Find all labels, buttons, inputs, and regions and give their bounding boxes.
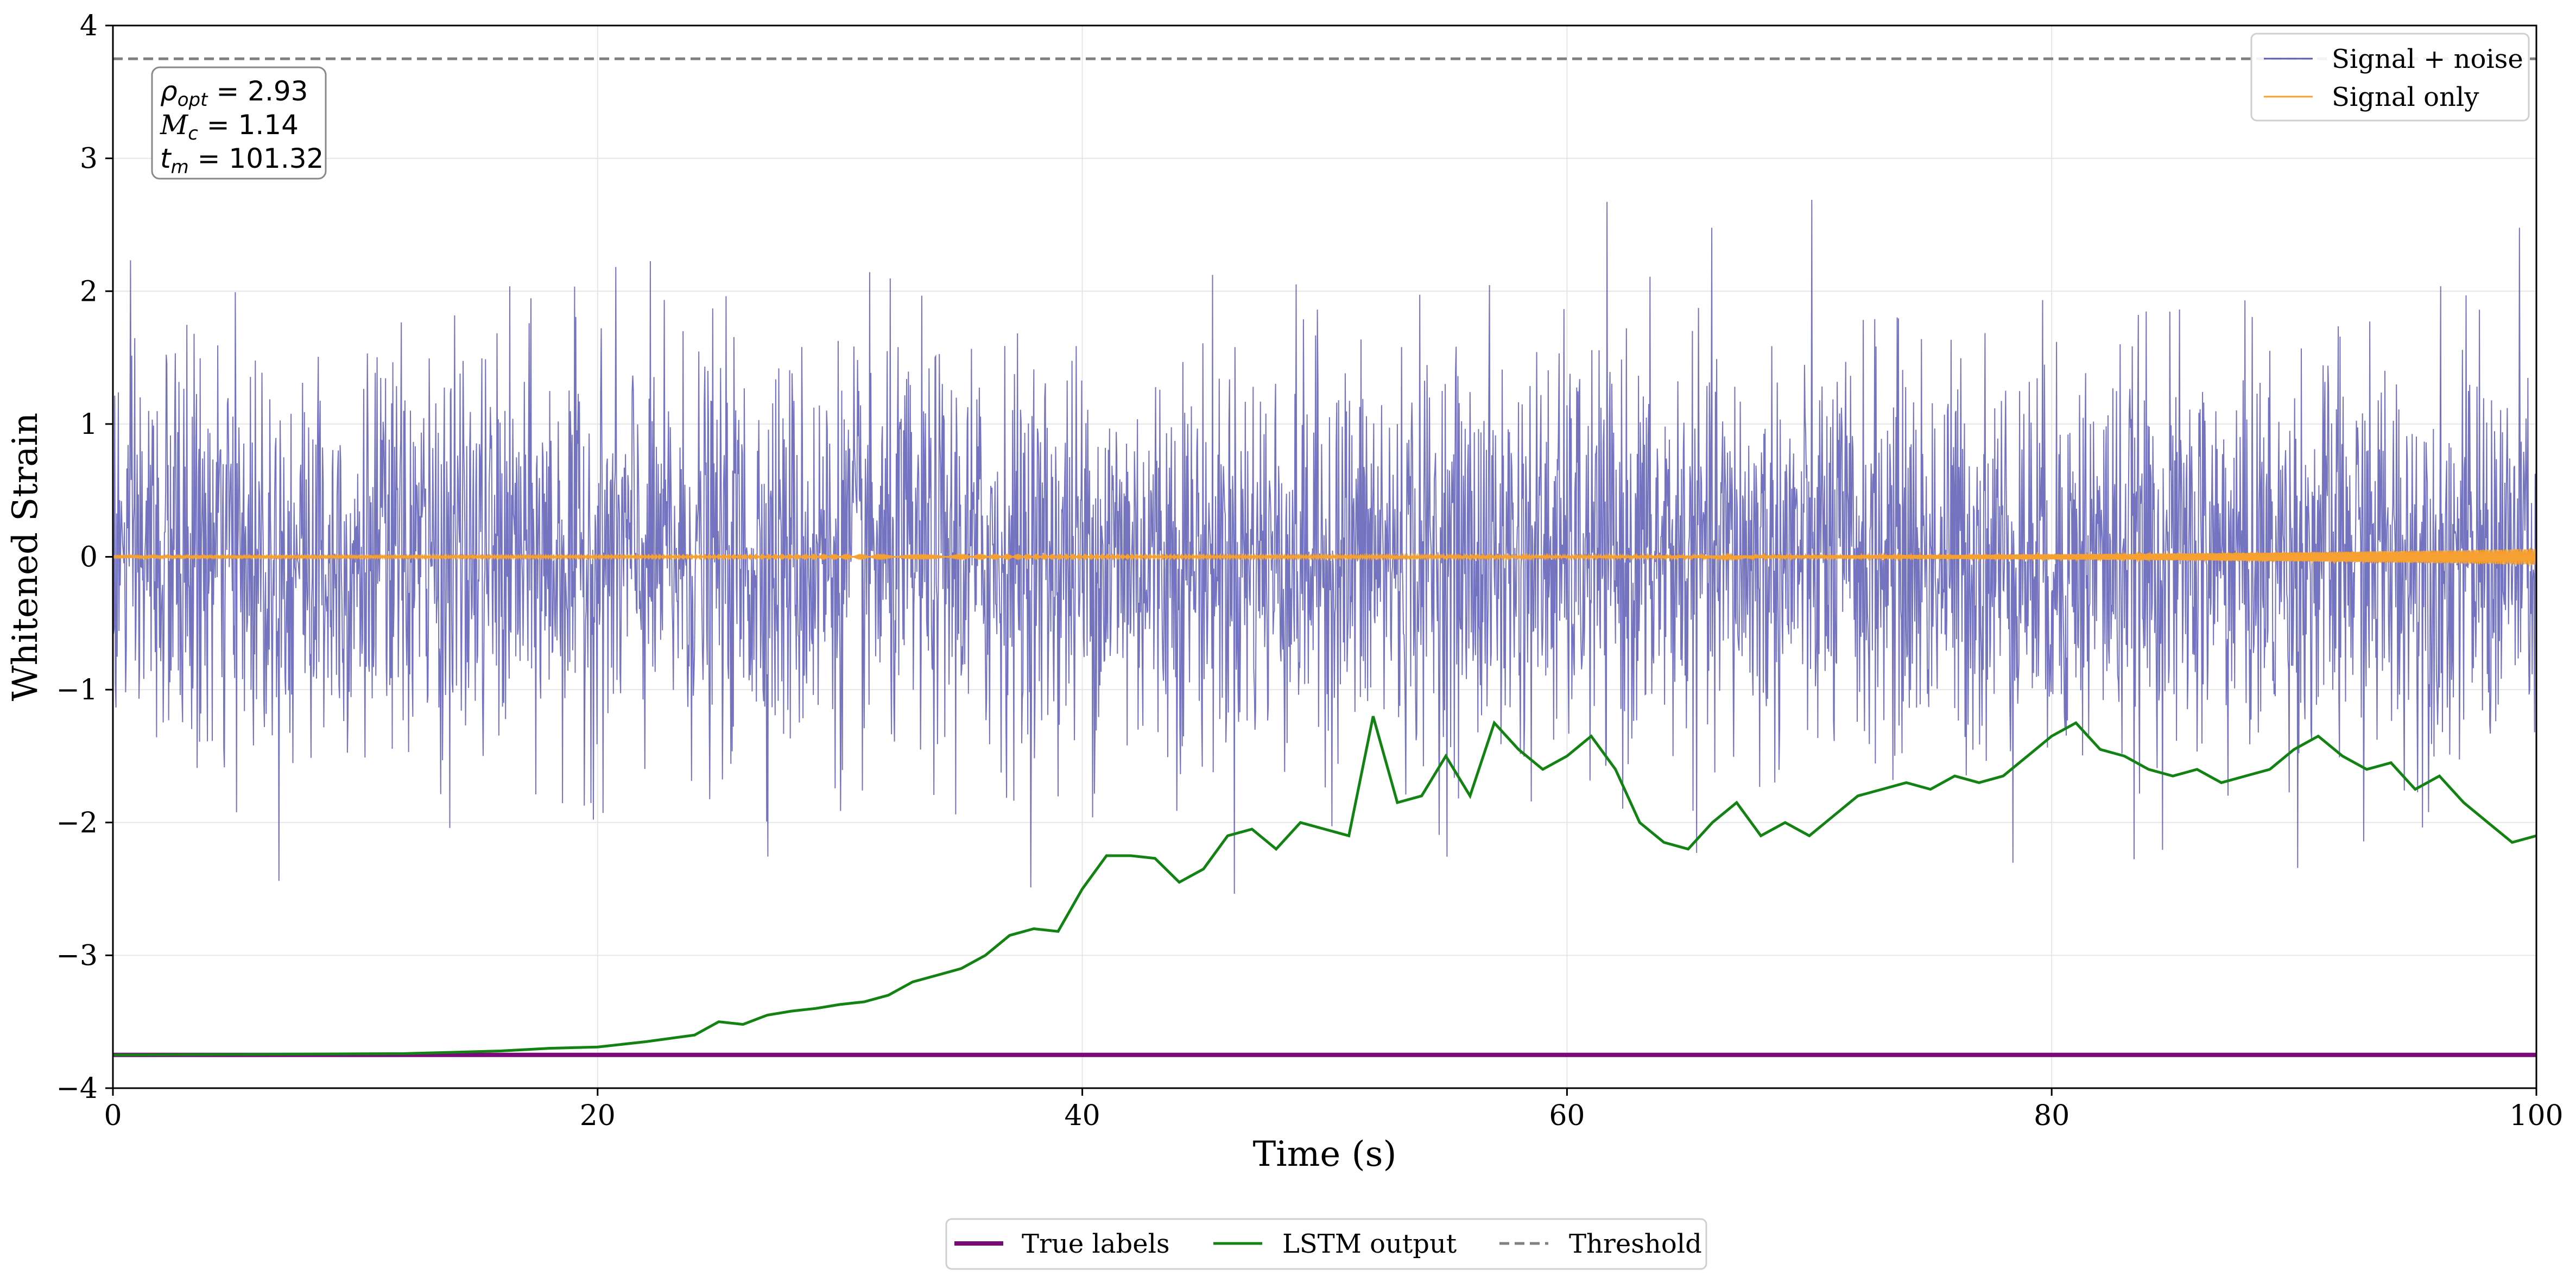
- x-tick-label: 60: [1549, 1100, 1585, 1132]
- y-tick-label: 0: [80, 541, 98, 574]
- x-tick-label: 100: [2509, 1100, 2563, 1132]
- legend-label-signal-noise: Signal + noise: [2332, 44, 2523, 74]
- y-tick-label: −3: [56, 939, 98, 972]
- x-tick-label: 20: [580, 1100, 616, 1132]
- x-tick-label: 40: [1065, 1100, 1100, 1132]
- info-box: ρopt = 2.93 Mc = 1.14 tm = 101.32: [151, 66, 327, 180]
- lower-legend: True labels LSTM output Threshold: [945, 1218, 1707, 1270]
- info-rho: ρopt = 2.93: [160, 75, 308, 111]
- y-tick-label: −1: [56, 674, 98, 706]
- y-tick-label: 1: [80, 408, 98, 441]
- lstm-output-line: [112, 716, 2537, 1057]
- y-axis-label: Whitened Strain: [5, 413, 46, 701]
- info-rho-value: 2.93: [248, 75, 308, 107]
- y-tick-label: 3: [80, 143, 98, 175]
- signal-plus-noise-line: [112, 199, 2537, 894]
- x-tick-label: 80: [2034, 1100, 2069, 1132]
- info-mc: Mc = 1.14: [160, 109, 299, 144]
- x-axis-label: Time (s): [1253, 1134, 1397, 1174]
- series-signal-plus-noise: [112, 199, 2537, 894]
- info-tm: tm = 101.32: [160, 143, 324, 178]
- info-tm-value: 101.32: [229, 143, 324, 174]
- info-box-frame: [151, 66, 327, 180]
- axis-ticks: 0 20 40 60 80 100 −4 −3 −2 −1 0 1 2 3 4: [56, 10, 2563, 1132]
- legend-label-lstm: LSTM output: [1282, 1229, 1457, 1259]
- signal-only-line: [112, 547, 2537, 567]
- legend-label-true-labels: True labels: [1022, 1229, 1170, 1259]
- legend-label-signal-only: Signal only: [2332, 82, 2479, 112]
- upper-legend: Signal + noise Signal only: [2250, 33, 2530, 122]
- y-tick-label: 2: [80, 275, 98, 308]
- series-signal-only: [112, 547, 2537, 567]
- x-tick-label: 0: [104, 1100, 122, 1132]
- info-mc-value: 1.14: [238, 109, 299, 141]
- y-tick-label: −2: [56, 807, 98, 839]
- y-tick-label: −4: [56, 1072, 98, 1105]
- legend-label-threshold: Threshold: [1569, 1229, 1702, 1259]
- y-tick-label: 4: [80, 10, 98, 42]
- lower-legend-box: [945, 1218, 1707, 1270]
- series-lines: [112, 57, 2537, 1057]
- upper-legend-box: [2250, 33, 2530, 122]
